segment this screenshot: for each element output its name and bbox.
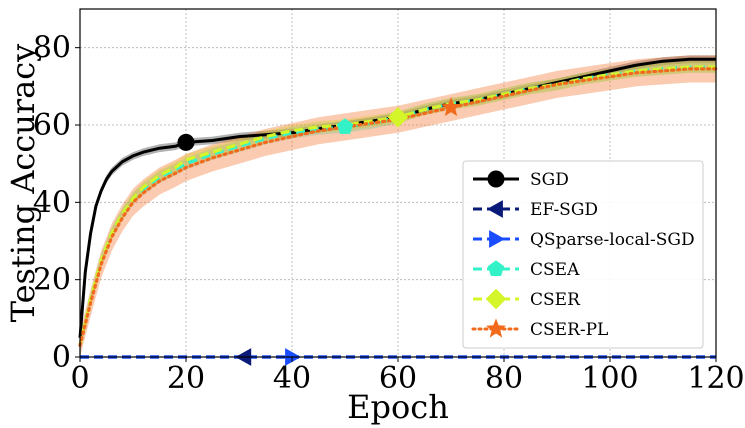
legend-marker-cser (485, 288, 507, 310)
legend-marker-ef-sgd (486, 200, 503, 218)
legend-entry-cser-pl: CSER-PL (471, 318, 608, 340)
x-tick-label: 120 (687, 361, 744, 396)
legend-label-csea: CSEA (530, 260, 580, 280)
x-axis-label: Epoch (347, 388, 449, 426)
y-tick-label: 20 (33, 263, 71, 298)
x-tick-label: 100 (581, 361, 638, 396)
marker-cser (387, 106, 409, 128)
legend-marker-csea (487, 260, 505, 276)
x-tick-label: 0 (70, 361, 89, 396)
x-tick-label: 20 (167, 361, 205, 396)
x-tick-label: 60 (379, 361, 417, 396)
legend-label-cser: CSER (530, 290, 581, 310)
legend-entry-qsparse-local-sgd: QSparse-local-SGD (473, 230, 695, 250)
y-tick-label: 60 (33, 108, 71, 143)
legend-marker-sgd (487, 170, 505, 188)
legend-label-qsparse-local-sgd: QSparse-local-SGD (530, 230, 695, 250)
legend-label-cser-pl: CSER-PL (530, 320, 608, 340)
y-axis-label: Testing Accuracy (4, 44, 42, 323)
legend-entry-ef-sgd: EF-SGD (473, 200, 598, 220)
x-tick-label: 40 (273, 361, 311, 396)
legend-label-ef-sgd: EF-SGD (530, 200, 598, 220)
marker-cser-pl (440, 97, 462, 117)
marker-csea (336, 118, 354, 134)
legend-label-sgd: SGD (530, 170, 569, 190)
legend-box (462, 160, 704, 349)
legend-entry-sgd: SGD (473, 170, 569, 190)
series-markers (177, 97, 462, 366)
line-sgd (78, 57, 716, 338)
legend: SGD EF-SGD QSparse-local-SGD CSEA CSER CSER-P… (462, 160, 704, 349)
x-tick-label: 80 (485, 361, 523, 396)
line-cser-pl (78, 67, 718, 347)
marker-sgd (177, 133, 195, 151)
y-tick-label: 40 (33, 185, 71, 220)
legend-marker-qsparse-local-sgd (489, 230, 506, 248)
y-tick-label: 0 (52, 340, 71, 375)
legend-entry-csea: CSEA (473, 260, 580, 280)
legend-entry-cser: CSER (473, 288, 581, 310)
line-cser (78, 65, 716, 346)
y-tick-label: 80 (33, 31, 71, 66)
legend-marker-cser-pl (485, 318, 507, 338)
axis-ticks: 0 20 40 60 80 100 120 0 20 40 60 80 (33, 31, 745, 396)
